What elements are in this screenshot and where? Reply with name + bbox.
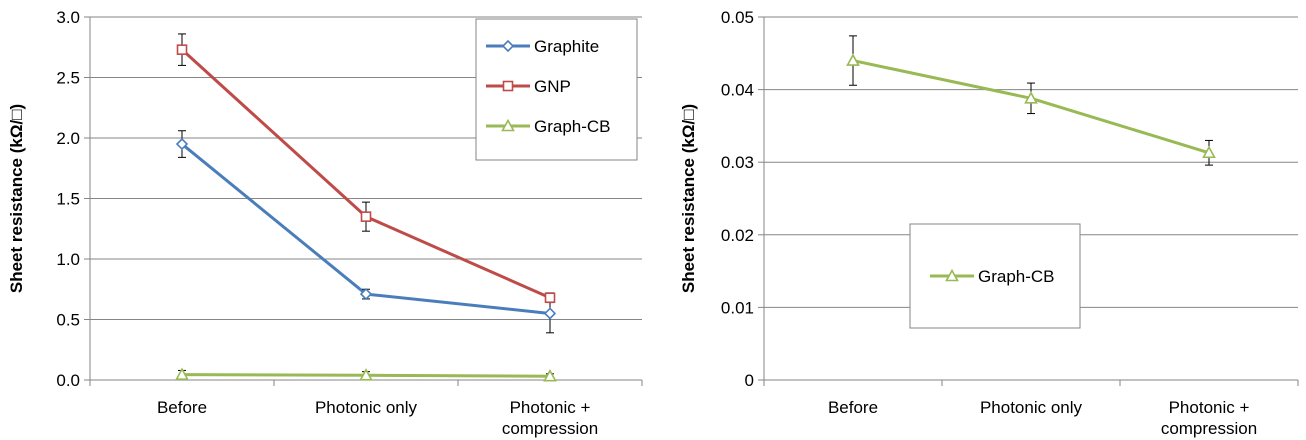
chart-right-series-graph-cb-point <box>846 53 860 66</box>
chart-left-ytick-label: 3.0 <box>56 8 80 27</box>
chart-right-series-graph-cb <box>846 35 1216 166</box>
chart-left-legend-label: Graphite <box>534 37 599 56</box>
chart-right-ytick-label: 0.02 <box>721 226 754 245</box>
chart-left-series-graph-cb-point <box>175 367 189 380</box>
chart-left-ytick-label: 0.0 <box>56 371 80 390</box>
chart-right-ytick-label: 0.03 <box>721 153 754 172</box>
chart-left-series-graphite-point <box>543 307 557 320</box>
chart-right-y-axis-title: Sheet resistance (kΩ/□) <box>679 104 698 293</box>
chart-right-ytick-label: 0.05 <box>721 8 754 27</box>
chart-left-series-graph-cb-point <box>359 368 373 381</box>
chart-left-legend-label: Graph-CB <box>534 117 611 136</box>
chart-right: 0 0.01 0.02 0.03 0.04 0.05 Before Photonic only… <box>679 8 1299 438</box>
chart-right-series-graph-cb-point <box>1202 145 1216 159</box>
chart-left-legend: Graphite GNP Graph-CB <box>475 18 638 161</box>
chart-left-ytick-label: 2.0 <box>56 129 80 148</box>
chart-right-legend-label: Graph-CB <box>978 267 1055 286</box>
chart-left-series-graphite-point <box>359 287 373 301</box>
chart-right-ytick-label: 0.04 <box>721 81 754 100</box>
chart-left-legend-marker <box>501 39 515 53</box>
chart-left-legend-marker <box>501 118 515 132</box>
chart-left-ytick-label: 2.5 <box>56 69 80 88</box>
chart-left-legend-marker <box>502 80 514 92</box>
chart-left-y-axis-title: Sheet resistance (kΩ/□) <box>7 104 26 293</box>
chart-left-series-gnp-point <box>360 211 372 222</box>
chart-right-xtick-label: Before <box>828 398 878 417</box>
chart-left: 0.0 0.5 1.0 1.5 2.0 2.5 3.0 Before Photonic only… <box>7 8 643 438</box>
chart-left-series-gnp-point <box>544 292 556 304</box>
chart-right-legend-marker <box>945 268 959 282</box>
chart-left-ytick-label: 1.5 <box>56 190 80 209</box>
chart-right-ytick-label: 0.01 <box>721 298 754 317</box>
chart-right-xtick-label: Photonic + compression <box>1161 398 1257 438</box>
chart-left-series-gnp <box>176 33 556 304</box>
chart-right-xtick-label: Photonic only <box>980 398 1083 417</box>
chart-left-xtick-label: Photonic only <box>315 398 418 417</box>
chart-left-legend-label: GNP <box>534 77 571 96</box>
chart-right-legend: Graph-CB <box>909 223 1081 329</box>
chart-left-series-graphite-point <box>175 137 189 151</box>
chart-right-ytick-label: 0 <box>745 371 754 390</box>
chart-left-ytick-label: 0.5 <box>56 311 80 330</box>
chart-left-series-graph-cb <box>175 367 557 382</box>
chart-left-xtick-label: Before <box>157 398 207 417</box>
chart-left-series-graphite <box>175 130 557 334</box>
chart-left-series-gnp-point <box>176 44 188 55</box>
chart-left-xtick-label: Photonic + compression <box>502 398 598 438</box>
chart-left-ytick-label: 1.0 <box>56 250 80 269</box>
chart-right-series-graph-cb-point <box>1024 91 1038 104</box>
chart-left-series-graph-cb-point <box>543 369 557 382</box>
